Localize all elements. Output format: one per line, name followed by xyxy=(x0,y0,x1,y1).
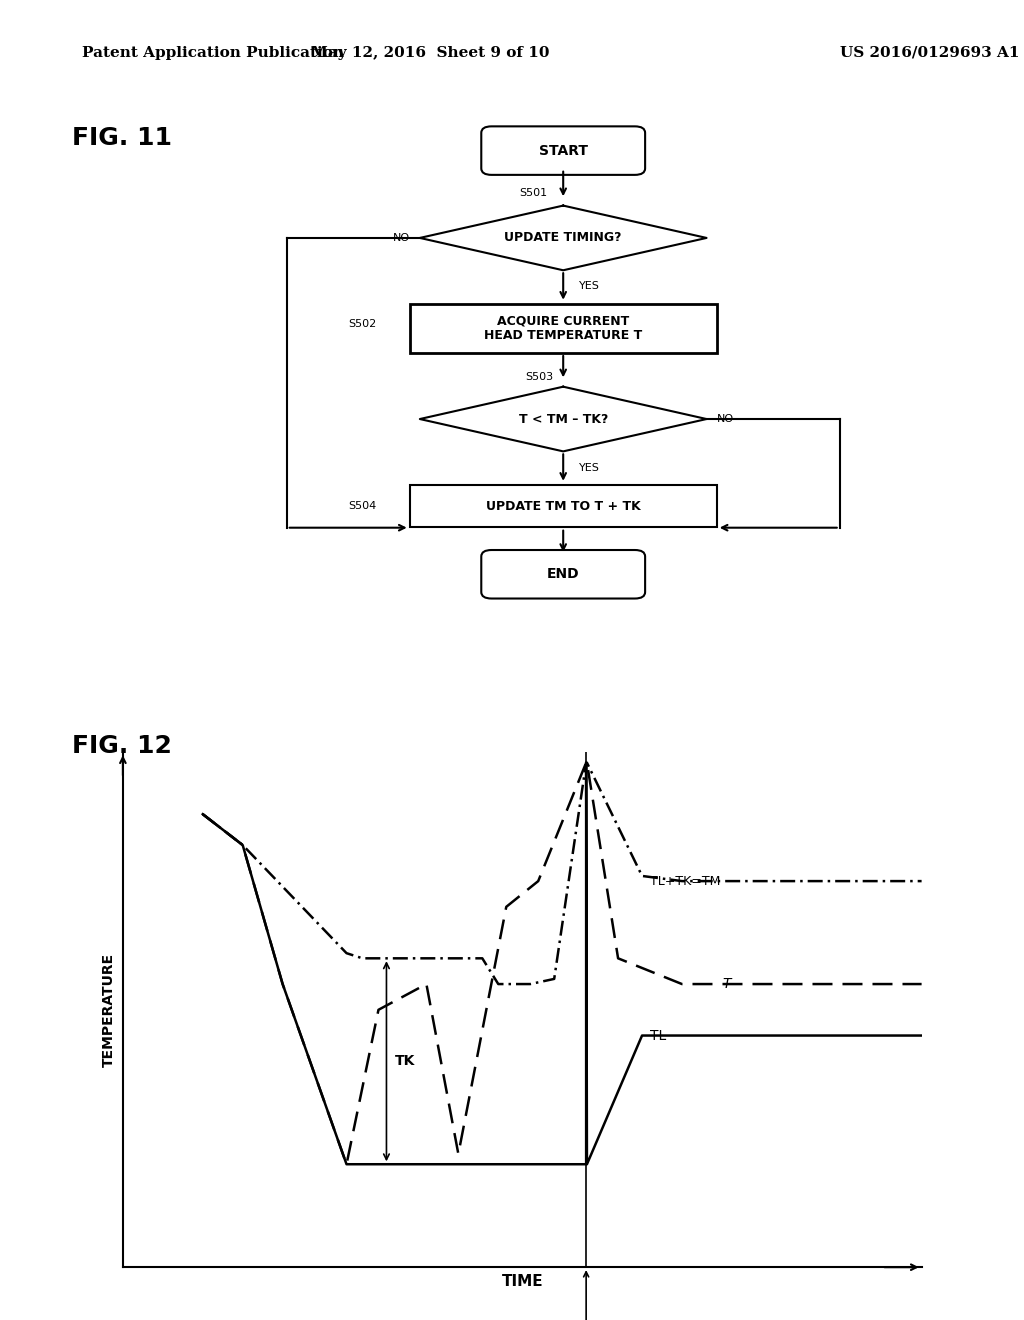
Bar xyxy=(410,486,717,528)
Text: S504: S504 xyxy=(348,502,377,511)
X-axis label: TIME: TIME xyxy=(502,1274,543,1290)
Text: END: END xyxy=(547,568,580,581)
Bar xyxy=(410,304,717,352)
Text: BUBBLE PURGE
OPERATION: BUBBLE PURGE OPERATION xyxy=(532,1272,640,1320)
Text: NO: NO xyxy=(717,414,734,424)
Text: S502: S502 xyxy=(348,319,377,329)
Text: ACQUIRE CURRENT
HEAD TEMPERATURE T: ACQUIRE CURRENT HEAD TEMPERATURE T xyxy=(484,314,642,342)
Text: YES: YES xyxy=(579,281,599,292)
Text: START: START xyxy=(539,144,588,157)
Text: US 2016/0129693 A1: US 2016/0129693 A1 xyxy=(840,46,1019,59)
Text: S501: S501 xyxy=(520,187,548,198)
Text: NO: NO xyxy=(392,232,410,243)
Text: UPDATE TM TO T + TK: UPDATE TM TO T + TK xyxy=(485,500,641,513)
Text: May 12, 2016  Sheet 9 of 10: May 12, 2016 Sheet 9 of 10 xyxy=(311,46,549,59)
Text: UPDATE TIMING?: UPDATE TIMING? xyxy=(505,231,622,244)
Text: FIG. 11: FIG. 11 xyxy=(72,125,172,149)
Y-axis label: TEMPERATURE: TEMPERATURE xyxy=(102,953,116,1067)
Text: T: T xyxy=(722,977,730,991)
Text: T < TM – TK?: T < TM – TK? xyxy=(518,413,608,425)
Text: TK: TK xyxy=(394,1055,415,1068)
Text: Patent Application Publication: Patent Application Publication xyxy=(82,46,344,59)
Text: FIG. 12: FIG. 12 xyxy=(72,734,172,758)
Text: S503: S503 xyxy=(525,372,553,381)
Text: YES: YES xyxy=(579,462,599,473)
FancyBboxPatch shape xyxy=(481,127,645,174)
Text: TL+TK=TM: TL+TK=TM xyxy=(650,875,721,887)
Text: TL: TL xyxy=(650,1028,667,1043)
FancyBboxPatch shape xyxy=(481,550,645,598)
